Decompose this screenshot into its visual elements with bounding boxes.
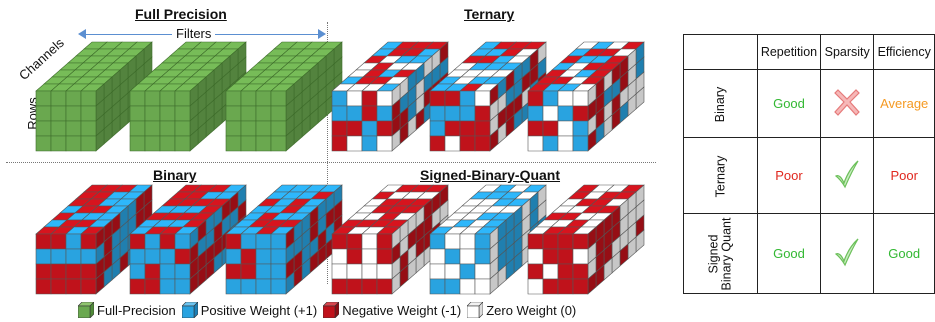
cube-binary-1 xyxy=(35,184,153,295)
table-row: Binary Good Average xyxy=(683,69,935,138)
sparsity-cell xyxy=(819,213,875,294)
table-row: Signed Binary Quant Good Good xyxy=(683,213,935,294)
column-header: Repetition xyxy=(756,34,822,70)
arrow-right-icon xyxy=(318,29,326,39)
column-header: Efficiency xyxy=(873,34,935,70)
table-corner xyxy=(683,34,758,70)
row-label-text: Binary xyxy=(712,86,727,122)
row-label-line: Binary Quant xyxy=(719,217,734,290)
legend-label: Full-Precision xyxy=(97,302,176,318)
vertical-divider xyxy=(327,22,328,284)
efficiency-cell: Good xyxy=(873,213,935,294)
cube-fp-2 xyxy=(129,41,247,152)
cube-sbq-2 xyxy=(429,184,547,295)
repetition-cell: Good xyxy=(756,69,822,138)
row-label: Signed Binary Quant xyxy=(683,213,758,294)
white-cube-icon xyxy=(467,302,484,318)
legend-item-full-precision: Full-Precision xyxy=(78,302,176,318)
cube-sbq-3 xyxy=(527,184,645,295)
legend-item-positive: Positive Weight (+1) xyxy=(181,302,318,318)
efficiency-cell: Poor xyxy=(873,137,935,214)
row-label: Binary xyxy=(683,69,758,138)
row-label: Ternary xyxy=(683,137,758,214)
legend-label: Zero Weight (0) xyxy=(486,302,577,318)
panel-title-signed-binary-quant: Signed-Binary-Quant xyxy=(420,167,561,183)
cube-binary-2 xyxy=(129,184,247,295)
cube-ternary-1 xyxy=(331,41,449,152)
cube-fp-1 xyxy=(35,41,153,152)
legend-label: Negative Weight (-1) xyxy=(342,302,462,318)
table-row: Ternary Poor Poor xyxy=(683,137,935,214)
check-icon xyxy=(835,160,859,189)
cube-binary-3 xyxy=(225,184,343,295)
sparsity-cell xyxy=(819,69,875,138)
legend-label: Positive Weight (+1) xyxy=(200,302,318,318)
repetition-cell: Poor xyxy=(756,137,822,214)
check-icon xyxy=(835,238,859,267)
table-header-row: Repetition Sparsity Efficiency xyxy=(683,34,935,70)
row-label-text: Signed Binary Quant xyxy=(706,217,734,290)
legend-item-zero: Zero Weight (0) xyxy=(467,302,576,318)
efficiency-cell: Average xyxy=(873,69,935,138)
red-cube-icon xyxy=(323,302,340,318)
cross-icon xyxy=(834,89,861,116)
cube-ternary-3 xyxy=(527,41,645,152)
sparsity-cell xyxy=(819,137,875,214)
panel-title-full-precision: Full Precision xyxy=(135,6,227,22)
repetition-cell: Good xyxy=(756,213,822,294)
horizontal-divider xyxy=(6,162,656,163)
cube-ternary-2 xyxy=(429,41,547,152)
legend: Full-Precision Positive Weight (+1) Nega… xyxy=(78,300,582,320)
blue-cube-icon xyxy=(181,302,198,318)
panel-title-ternary: Ternary xyxy=(464,6,515,22)
row-label-text: Ternary xyxy=(712,155,727,197)
column-header: Sparsity xyxy=(819,34,875,70)
green-cube-icon xyxy=(78,302,94,318)
row-label-line: Signed xyxy=(706,234,721,273)
panel-title-binary: Binary xyxy=(153,167,197,183)
comparison-table: Repetition Sparsity Efficiency Binary Go… xyxy=(683,34,935,294)
legend-item-negative: Negative Weight (-1) xyxy=(323,302,461,318)
arrow-left-icon xyxy=(78,29,86,39)
filters-label: Filters xyxy=(172,26,216,41)
cube-fp-3 xyxy=(225,41,343,152)
cube-sbq-1 xyxy=(331,184,449,295)
